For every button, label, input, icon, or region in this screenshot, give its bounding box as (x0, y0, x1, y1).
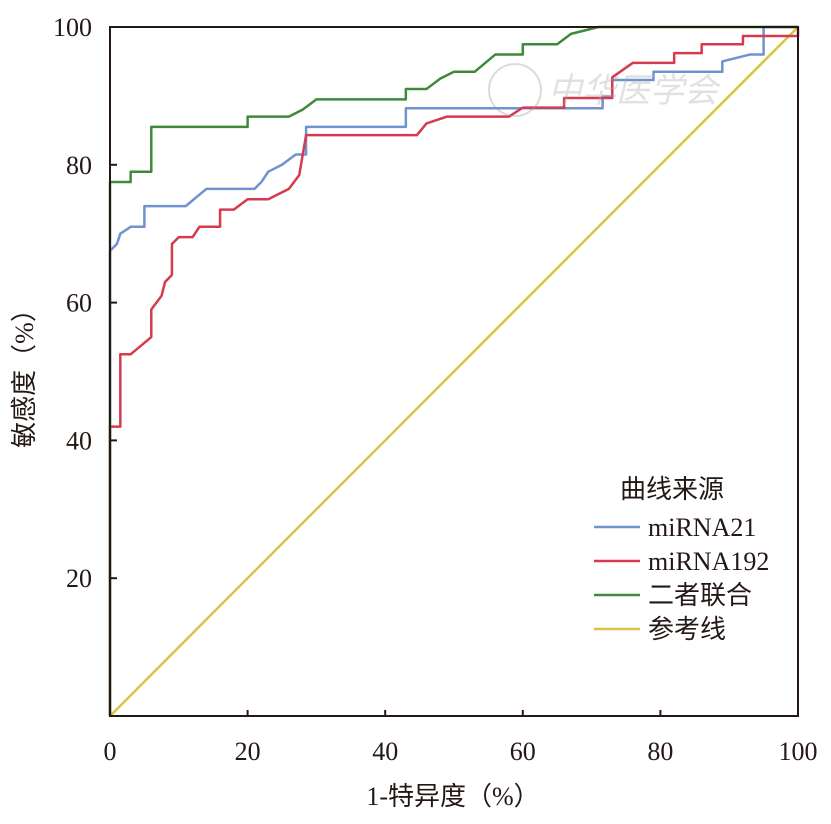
x-tick-label: 100 (779, 737, 818, 766)
legend-label: miRNA21 (648, 513, 756, 542)
series-line-1 (108, 27, 800, 716)
watermark: 中华医学会 (488, 63, 722, 117)
legend-label: miRNA192 (648, 547, 769, 576)
y-tick-label: 20 (66, 564, 92, 593)
legend-title: 曲线来源 (620, 475, 724, 504)
series-line-3 (109, 26, 799, 717)
y-tick-label: 60 (66, 289, 92, 318)
y-tick-label: 40 (66, 426, 92, 455)
watermark-text: 中华医学会 (548, 73, 722, 110)
curves (108, 25, 800, 717)
watermark-seal-icon (488, 63, 542, 117)
x-axis-label: 1-特异度（%） (366, 782, 539, 811)
x-tick-label: 80 (647, 737, 673, 766)
y-tick-label: 80 (66, 151, 92, 180)
x-tick-label: 40 (372, 737, 398, 766)
plot-frame (109, 26, 799, 717)
y-tick-label: 100 (53, 13, 92, 42)
axis-ticks: 0 20 40 60 80 100 20 40 60 80 100 (53, 13, 818, 766)
x-tick-label: 60 (510, 737, 536, 766)
legend-label: 参考线 (648, 615, 726, 644)
x-tick-label: 0 (104, 737, 117, 766)
series-line-2 (108, 25, 798, 716)
y-axis-label: 敏感度（%） (10, 296, 39, 448)
legend-label: 二者联合 (648, 581, 752, 610)
x-tick-label: 20 (235, 737, 261, 766)
